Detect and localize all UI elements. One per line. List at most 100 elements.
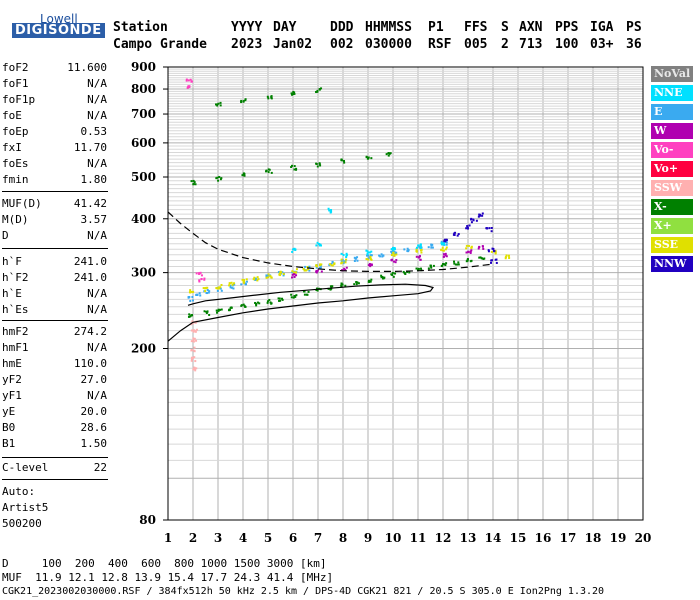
data-point-e — [366, 254, 369, 257]
data-point-x- — [356, 281, 359, 284]
data-point-x- — [482, 258, 485, 261]
header-hhmmss-label: HHMMSS — [365, 20, 412, 35]
data-point-sse — [320, 263, 323, 266]
data-point-sse — [291, 270, 294, 273]
data-point-e — [430, 244, 433, 247]
data-point-e — [240, 283, 243, 286]
param-value: 11.70 — [73, 141, 107, 154]
param-name: foF2 — [2, 61, 29, 74]
data-point-x- — [392, 275, 395, 278]
data-point-sse — [490, 250, 493, 253]
data-point-sse — [370, 258, 373, 261]
y-tick-label: 300 — [131, 266, 156, 280]
data-point-e — [430, 246, 433, 249]
data-point-x- — [295, 294, 298, 297]
data-point-e — [382, 254, 385, 257]
data-point-sse — [365, 258, 368, 261]
data-point-sse — [256, 276, 259, 279]
footer-file-info: CGK21_2023002030000.RSF / 384fx512h 50 k… — [2, 586, 605, 597]
data-point-sse — [278, 272, 281, 275]
data-point-x- — [220, 308, 223, 311]
data-point-e — [304, 265, 307, 268]
data-point-nnw — [490, 259, 493, 262]
data-point-x- — [387, 152, 390, 155]
data-point-nnw — [491, 247, 494, 250]
header-pps-label: PPS — [555, 20, 579, 35]
data-point-ssw — [195, 367, 198, 370]
data-point-e — [308, 269, 311, 272]
data-point-e — [440, 240, 443, 243]
data-point-sse — [415, 250, 418, 253]
data-point-e — [330, 263, 333, 266]
data-point-nne — [315, 244, 318, 247]
header-pps-value: 100 — [555, 37, 579, 52]
data-point-nne — [294, 248, 297, 251]
x-tick-label: 2 — [189, 531, 197, 545]
header-hhmmss-value: 030000 — [365, 37, 412, 52]
data-point-sse — [303, 269, 306, 272]
data-point-x- — [291, 164, 294, 167]
data-point-w — [477, 247, 480, 250]
plot-frame — [167, 66, 644, 521]
data-point-vo- — [200, 274, 203, 277]
data-point-e — [445, 243, 448, 246]
data-point-e — [199, 294, 202, 297]
data-point-e — [198, 292, 201, 295]
header-yyyy-value: 2023 — [231, 37, 263, 52]
data-point-x- — [307, 290, 310, 293]
data-point-ssw — [192, 330, 195, 333]
data-point-e — [187, 296, 190, 299]
data-point-w — [367, 264, 370, 267]
x-tick-label: 15 — [510, 531, 527, 545]
data-point-sse — [228, 282, 231, 285]
data-point-e — [344, 259, 347, 262]
data-point-x- — [187, 315, 190, 318]
data-point-e — [391, 252, 394, 255]
data-point-sse — [217, 286, 220, 289]
data-point-sse — [307, 268, 310, 271]
data-point-x- — [316, 165, 319, 168]
data-point-nne — [391, 246, 394, 249]
data-point-sse — [231, 283, 234, 286]
param-value: N/A — [87, 287, 107, 300]
data-point-ssw — [194, 360, 197, 363]
data-point-e — [230, 286, 233, 289]
data-point-x- — [294, 295, 297, 298]
data-point-x- — [385, 153, 388, 156]
data-point-ssw — [191, 320, 194, 323]
data-point-sse — [279, 274, 282, 277]
data-point-vo- — [198, 280, 201, 283]
data-point-sse — [442, 249, 445, 252]
data-point-w — [392, 260, 395, 263]
data-point-x- — [279, 299, 282, 302]
data-point-x- — [444, 264, 447, 267]
data-point-ssw — [192, 340, 195, 343]
header-ffs-label: FFS — [464, 20, 488, 35]
data-point-e — [390, 250, 393, 253]
data-point-sse — [333, 263, 336, 266]
data-point-x- — [342, 159, 345, 162]
header-axn-label: AXN — [519, 20, 543, 35]
data-point-vo- — [187, 86, 190, 89]
data-point-nnw — [487, 250, 490, 253]
data-point-e — [207, 291, 210, 294]
data-point-w — [467, 250, 470, 253]
data-point-x- — [192, 183, 195, 186]
data-point-w — [481, 245, 484, 248]
data-point-nne — [442, 242, 445, 245]
data-point-x- — [293, 168, 296, 171]
data-point-x- — [242, 100, 245, 103]
data-point-e — [391, 250, 394, 253]
data-point-x- — [357, 282, 360, 285]
header-s-value: 2 — [501, 37, 509, 52]
data-point-x- — [315, 90, 318, 93]
data-point-x- — [243, 174, 246, 177]
data-point-sse — [189, 289, 192, 292]
data-point-w — [344, 269, 347, 272]
param-name: foEs — [2, 157, 29, 170]
data-point-vo- — [203, 278, 206, 281]
data-point-x- — [353, 283, 356, 286]
data-point-e — [232, 287, 235, 290]
param-value: 3.57 — [80, 213, 108, 226]
